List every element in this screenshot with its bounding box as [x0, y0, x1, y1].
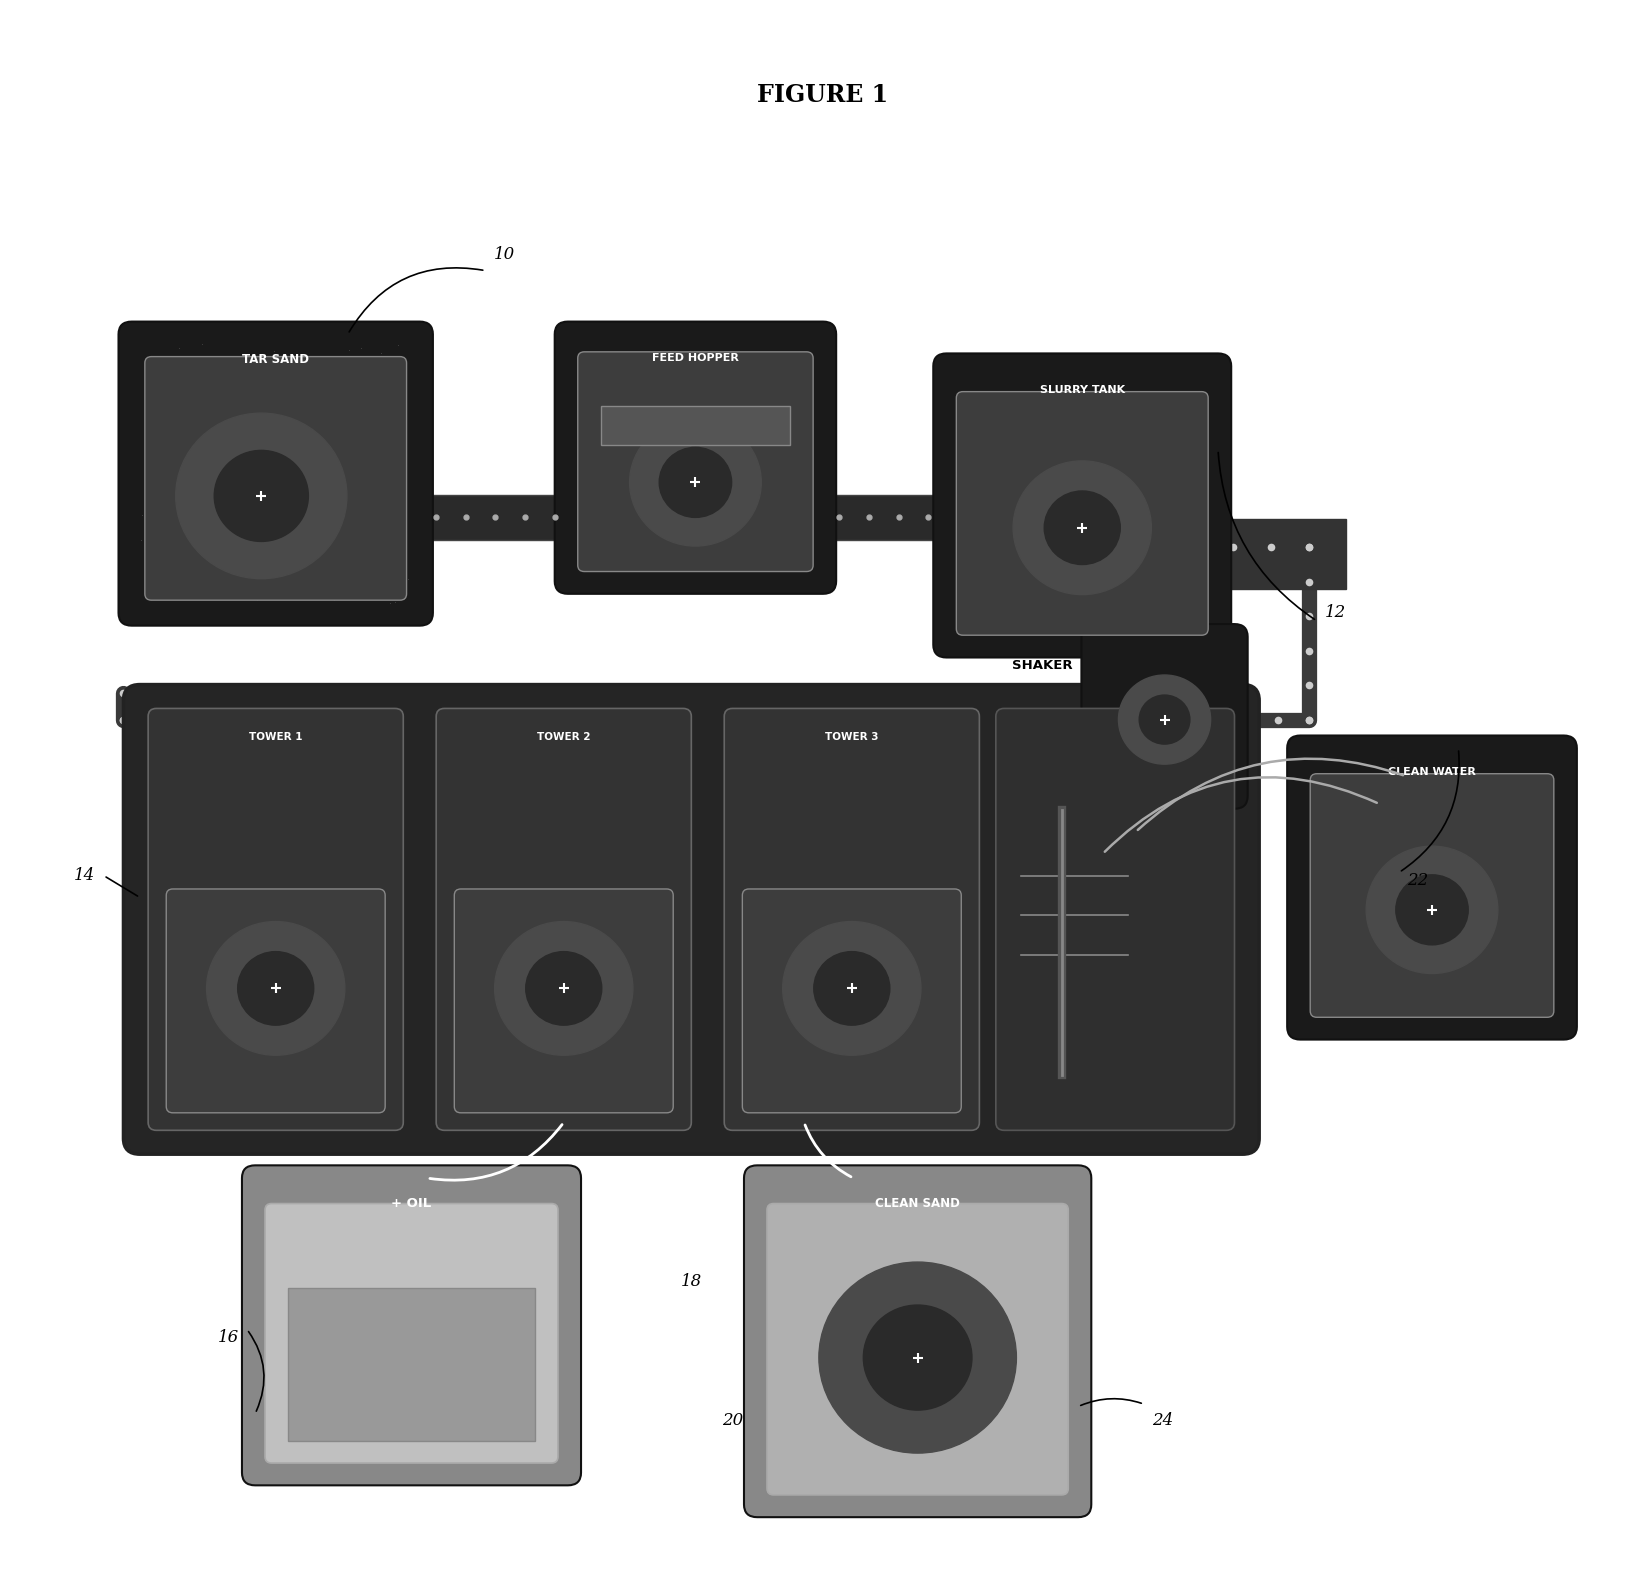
FancyBboxPatch shape — [742, 888, 961, 1113]
Text: SHAKER: SHAKER — [1012, 659, 1073, 672]
FancyBboxPatch shape — [1215, 519, 1346, 589]
FancyBboxPatch shape — [145, 357, 407, 600]
Text: TOWER 2: TOWER 2 — [537, 732, 591, 742]
FancyBboxPatch shape — [242, 1165, 581, 1485]
FancyBboxPatch shape — [436, 708, 691, 1130]
FancyBboxPatch shape — [601, 406, 790, 446]
Circle shape — [1119, 675, 1210, 764]
Text: 16: 16 — [217, 1329, 239, 1345]
Circle shape — [176, 412, 347, 579]
FancyBboxPatch shape — [123, 685, 1259, 1154]
Text: FEED HOPPER: FEED HOPPER — [652, 353, 739, 363]
FancyBboxPatch shape — [1310, 774, 1554, 1017]
Bar — [420, 495, 568, 540]
Circle shape — [214, 451, 308, 541]
Bar — [823, 495, 946, 540]
Circle shape — [206, 922, 344, 1055]
FancyBboxPatch shape — [119, 322, 433, 626]
FancyBboxPatch shape — [724, 708, 979, 1130]
FancyBboxPatch shape — [288, 1288, 535, 1441]
Text: FIGURE 1: FIGURE 1 — [757, 83, 889, 107]
Text: 20: 20 — [723, 1412, 742, 1428]
Text: 10: 10 — [494, 247, 515, 263]
Circle shape — [629, 419, 760, 546]
Text: TOWER 3: TOWER 3 — [825, 732, 879, 742]
Circle shape — [1396, 876, 1468, 944]
Circle shape — [1139, 696, 1190, 743]
Text: 12: 12 — [1325, 605, 1346, 621]
FancyBboxPatch shape — [148, 708, 403, 1130]
Circle shape — [1366, 847, 1498, 973]
Text: TAR SAND: TAR SAND — [242, 353, 309, 366]
FancyBboxPatch shape — [933, 353, 1231, 657]
Circle shape — [658, 447, 731, 517]
FancyBboxPatch shape — [1081, 624, 1248, 809]
FancyBboxPatch shape — [166, 888, 385, 1113]
FancyBboxPatch shape — [1287, 736, 1577, 1040]
FancyBboxPatch shape — [265, 1204, 558, 1463]
Circle shape — [818, 1262, 1016, 1453]
FancyBboxPatch shape — [555, 322, 836, 594]
Text: CLEAN WATER: CLEAN WATER — [1388, 767, 1476, 777]
Text: 22: 22 — [1407, 872, 1429, 888]
Text: 18: 18 — [681, 1274, 701, 1290]
Circle shape — [1012, 462, 1151, 595]
Circle shape — [813, 952, 890, 1025]
FancyBboxPatch shape — [578, 352, 813, 572]
Circle shape — [494, 922, 632, 1055]
FancyBboxPatch shape — [767, 1204, 1068, 1495]
Text: + OIL: + OIL — [392, 1197, 431, 1210]
FancyBboxPatch shape — [744, 1165, 1091, 1517]
FancyBboxPatch shape — [454, 888, 673, 1113]
Circle shape — [782, 922, 920, 1055]
Circle shape — [1044, 490, 1121, 565]
Text: SLURRY TANK: SLURRY TANK — [1040, 385, 1124, 395]
Text: 14: 14 — [74, 868, 95, 884]
Text: TOWER 1: TOWER 1 — [249, 732, 303, 742]
Circle shape — [237, 952, 314, 1025]
FancyBboxPatch shape — [996, 708, 1234, 1130]
Circle shape — [863, 1305, 971, 1411]
Text: 24: 24 — [1152, 1412, 1174, 1428]
FancyBboxPatch shape — [956, 392, 1208, 635]
Text: CLEAN SAND: CLEAN SAND — [876, 1197, 960, 1210]
Circle shape — [525, 952, 602, 1025]
